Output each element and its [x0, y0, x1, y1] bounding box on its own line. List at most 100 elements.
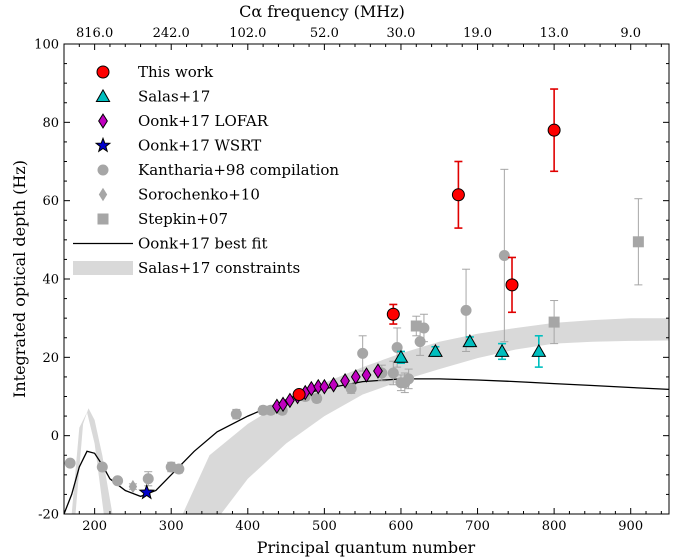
x-tick-label: 900 [618, 519, 643, 534]
y-tick-label: 60 [42, 194, 59, 209]
oonk-17-best-fit-line [64, 378, 669, 514]
y-tick-label: 100 [34, 38, 59, 53]
constraint-band-layer [71, 318, 669, 514]
kantharia-98-compilation-point [345, 383, 357, 395]
sorochenko-10-series [128, 479, 138, 494]
top-tick-label: 19.0 [463, 26, 492, 41]
kantharia-98-compilation-point [403, 373, 415, 385]
sorochenko-10-point [128, 479, 138, 494]
legend-item-sorochenko-10: Sorochenko+10 [98, 186, 260, 204]
legend-item-salas-17: Salas+17 [95, 88, 210, 106]
y-tick-label: 20 [42, 351, 59, 366]
y-axis-title: Integrated optical depth (Hz) [10, 160, 29, 398]
top-tick-label: 9.0 [620, 26, 641, 41]
this-work-point [451, 188, 465, 202]
oonk-17-lofar-point [285, 392, 295, 409]
top-axis-title: Cα frequency (MHz) [239, 2, 405, 21]
legend-item-salas-17-constraints: Salas+17 constraints [73, 259, 300, 277]
stepkin-07-series [410, 198, 644, 345]
legend-item-oonk-17-lofar: Oonk+17 LOFAR [98, 112, 269, 130]
y-tick-label: -20 [38, 508, 59, 523]
oonk-17-lofar-point [278, 396, 288, 413]
this-work-point [292, 388, 306, 402]
salas-17-series [393, 334, 547, 368]
kantharia-98-compilation-point [387, 367, 399, 379]
y-tick-label: 40 [42, 273, 59, 288]
x-tick-label: 600 [389, 519, 414, 534]
kantharia-98-compilation-point [311, 392, 323, 404]
stepkin-07-point [410, 320, 422, 332]
y-tick-label: 80 [42, 116, 59, 131]
legend-swatch [73, 261, 133, 275]
top-tick-label: 242.0 [153, 26, 190, 41]
salas-17-point [462, 334, 478, 348]
this-work-point [547, 123, 561, 137]
legend-swatch [98, 113, 108, 129]
x-tick-label: 500 [312, 519, 337, 534]
stepkin-07-point [548, 316, 560, 328]
legend-swatch [96, 65, 110, 79]
legend-swatch [97, 164, 109, 176]
kantharia-98-compilation-point [357, 347, 369, 359]
legend-label: Oonk+17 WSRT [138, 137, 261, 155]
legend-item-this-work: This work [96, 63, 214, 81]
salas-17-constraints-band [71, 318, 669, 514]
oonk-17-lofar-point [373, 363, 383, 379]
salas-17-point [393, 349, 409, 363]
kantharia-98-compilation-point [96, 461, 108, 473]
x-axis-title: Principal quantum number [257, 538, 476, 557]
this-work-point [386, 307, 400, 321]
oonk-17-lofar-point [361, 367, 372, 383]
salas-17-point [531, 343, 547, 357]
x-tick-label: 200 [82, 519, 107, 534]
legend: This work Salas+17 Oonk+17 LOFAR Oonk+17 WS… [73, 63, 339, 277]
oonk-17-wsrt-series [138, 483, 155, 500]
legend-item-kantharia-98-compilation: Kantharia+98 compilation [97, 161, 339, 179]
legend-label: Salas+17 [138, 88, 210, 106]
legend-label: This work [138, 63, 214, 81]
top-tick-label: 52.0 [310, 26, 339, 41]
kantharia-98-compilation-point [498, 250, 510, 261]
oonk-17-lofar-point [328, 376, 339, 393]
top-tick-label: 30.0 [386, 26, 415, 41]
legend-item-oonk-17-best-fit: Oonk+17 best fit [73, 235, 268, 253]
x-tick-label: 300 [159, 519, 184, 534]
top-tick-label: 816.0 [76, 26, 113, 41]
legend-item-oonk-17-wsrt: Oonk+17 WSRT [94, 136, 261, 155]
this-work-series [292, 88, 561, 402]
ticks-layer: 200 300 400 500 600 700 800 900 -20 0 20 40 60 80 100 8… [34, 26, 669, 534]
oonk-17-lofar-point [319, 378, 330, 395]
oonk-17-lofar-point [350, 369, 361, 385]
stepkin-07-point [632, 236, 644, 248]
kantharia-98-compilation-point [391, 342, 403, 354]
legend-swatch [97, 213, 109, 225]
legend-label: Sorochenko+10 [138, 186, 260, 204]
top-tick-label: 102.0 [229, 26, 266, 41]
legend-item-stepkin-07: Stepkin+07 [97, 210, 228, 228]
this-work-point [505, 278, 519, 292]
legend-label: Oonk+17 best fit [138, 235, 268, 253]
oonk-17-wsrt-point [138, 483, 155, 500]
legend-swatch [98, 187, 108, 202]
kantharia-98-compilation-point [64, 457, 76, 469]
legend-label: Salas+17 constraints [138, 259, 300, 277]
legend-label: Oonk+17 LOFAR [138, 112, 269, 130]
x-tick-label: 700 [465, 519, 490, 534]
marker-layer [64, 88, 644, 500]
y-tick-label: 0 [51, 429, 59, 444]
legend-swatch [94, 136, 112, 153]
x-tick-label: 400 [235, 519, 260, 534]
legend-swatch [95, 88, 111, 102]
kantharia-98-compilation-point [112, 475, 124, 487]
kantharia-98-compilation-point [230, 408, 242, 420]
kantharia-98-compilation-series [64, 168, 510, 487]
kantharia-98-compilation-point [142, 473, 154, 485]
kantharia-98-compilation-point [173, 463, 185, 475]
legend-label: Kantharia+98 compilation [138, 161, 339, 179]
kantharia-98-compilation-point [460, 304, 472, 316]
top-tick-label: 13.0 [540, 26, 569, 41]
legend-label: Stepkin+07 [138, 210, 228, 228]
best-fit-line-layer [64, 378, 669, 514]
oonk-17-lofar-point [340, 372, 350, 389]
